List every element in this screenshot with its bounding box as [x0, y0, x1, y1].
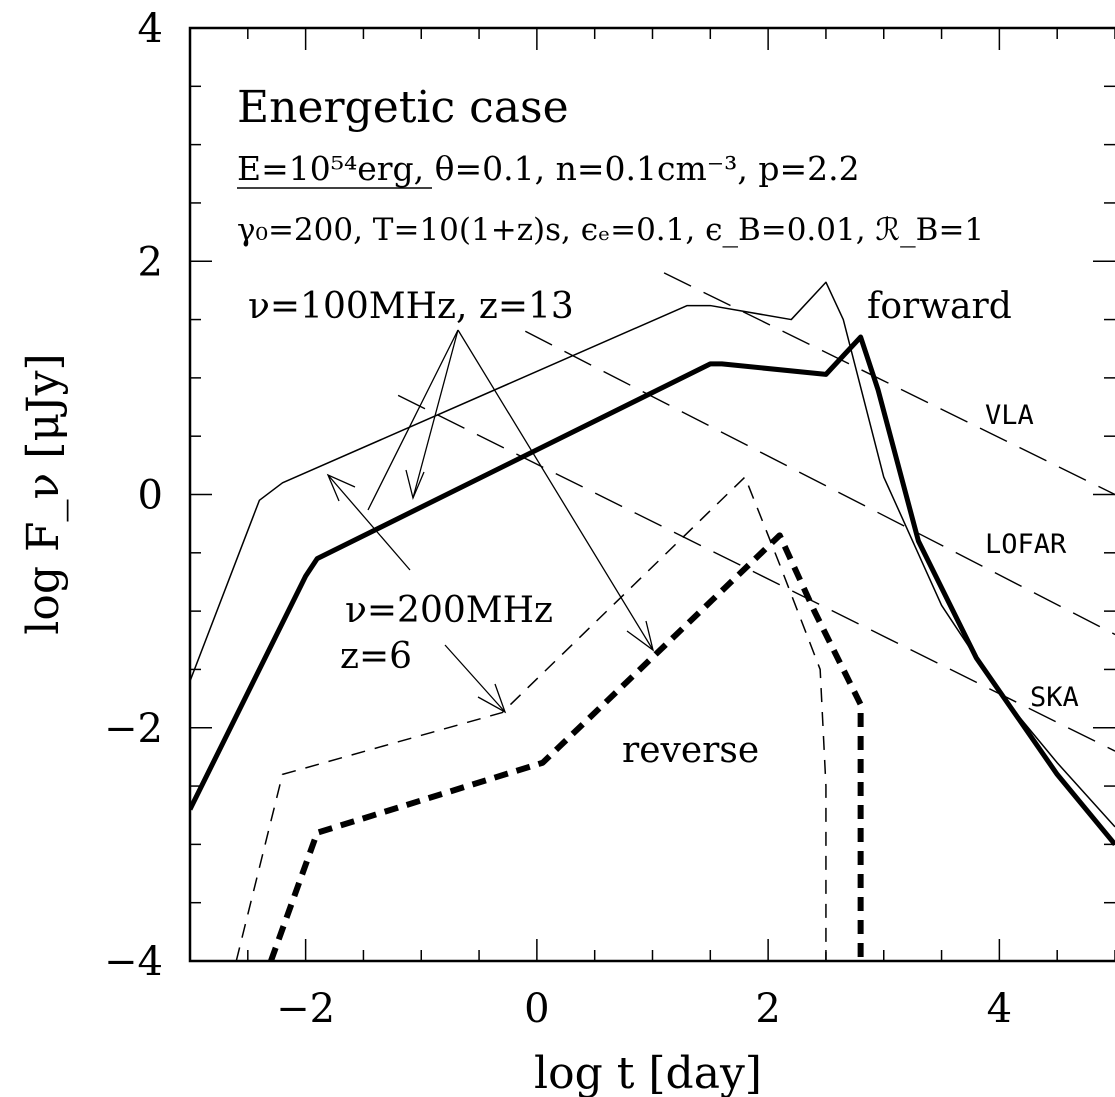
vla-sensitivity-line: [663, 272, 1115, 496]
axis-ticks: [189, 27, 1115, 962]
series-line-2: [190, 281, 1115, 828]
x-tick-label: −2: [276, 986, 335, 1032]
x-tick-label: 0: [524, 986, 549, 1032]
forward-label: forward: [867, 286, 1012, 327]
ska-label: SKA: [1030, 682, 1079, 713]
series-line-4: [268, 532, 864, 961]
nu100-label: ν=100MHz, z=13: [248, 286, 574, 327]
x-axis-label: log t [day]: [534, 1048, 762, 1097]
ska-sensitivity-line: [397, 394, 1115, 752]
series-line-3: [235, 476, 827, 961]
x-tick-label: 2: [755, 986, 780, 1032]
annotation-arrows: [326, 329, 655, 714]
y-tick-label: −4: [104, 939, 163, 985]
y-axis-label: log F_ν [μJy]: [18, 353, 69, 634]
y-tick-label: 4: [138, 6, 163, 52]
lofar-label: LOFAR: [985, 529, 1067, 560]
reverse-label: reverse: [622, 730, 759, 771]
x-tick-label: 4: [987, 986, 1012, 1032]
lofar-sensitivity-line: [524, 330, 1115, 636]
curves: [190, 272, 1115, 961]
y-tick-label: 2: [138, 239, 163, 285]
y-tick-label: 0: [138, 473, 163, 519]
nu200-label-line1: ν=200MHz: [345, 590, 553, 631]
chart-title: Energetic case: [237, 82, 569, 133]
tick-labels: −2 0 2 4 −4 −2 0 2 4: [104, 6, 1012, 1032]
vla-label: VLA: [985, 400, 1034, 431]
y-tick-label: −2: [104, 706, 163, 752]
params-line-1: E=10⁵⁴erg, θ=0.1, n=0.1cm⁻³, p=2.2: [237, 149, 860, 188]
params-line-2: γ₀=200, T=10(1+z)s, ϵₑ=0.1, ϵ_B=0.01, ℛ_…: [237, 212, 984, 248]
nu200-label-line2: z=6: [340, 636, 412, 677]
